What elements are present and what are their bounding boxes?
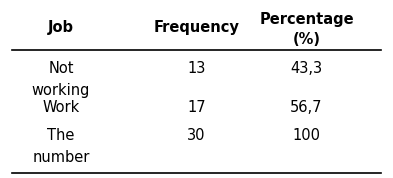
Text: Frequency: Frequency xyxy=(154,20,239,35)
Text: 13: 13 xyxy=(187,61,206,76)
Text: Not: Not xyxy=(48,61,73,76)
Text: 56,7: 56,7 xyxy=(290,100,323,115)
Text: 17: 17 xyxy=(187,100,206,115)
Text: 43,3: 43,3 xyxy=(290,61,323,76)
Text: working: working xyxy=(32,83,90,98)
Text: The: The xyxy=(47,128,75,143)
Text: 100: 100 xyxy=(292,128,321,143)
Text: Work: Work xyxy=(42,100,79,115)
Text: number: number xyxy=(32,150,90,165)
Text: 30: 30 xyxy=(187,128,206,143)
Text: Percentage: Percentage xyxy=(259,12,354,27)
Text: (%): (%) xyxy=(292,32,321,47)
Text: Job: Job xyxy=(48,20,74,35)
